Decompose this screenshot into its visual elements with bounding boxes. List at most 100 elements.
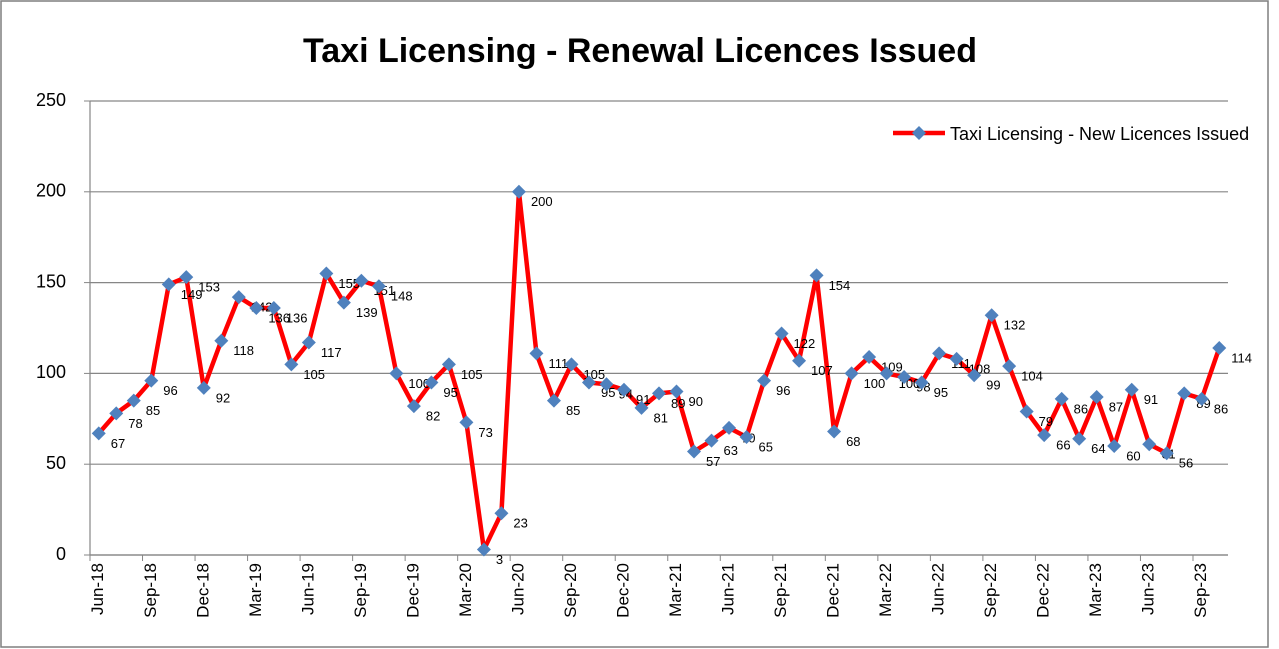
data-point bbox=[1124, 382, 1139, 397]
data-point bbox=[774, 326, 789, 341]
data-label: 107 bbox=[811, 363, 833, 378]
data-point bbox=[336, 295, 351, 310]
data-label: 66 bbox=[1056, 438, 1070, 453]
x-tick-label: Jun-19 bbox=[298, 563, 317, 615]
data-point bbox=[914, 375, 929, 390]
data-label: 132 bbox=[1004, 318, 1026, 333]
data-point bbox=[687, 444, 702, 459]
data-label: 139 bbox=[356, 305, 378, 320]
data-label: 153 bbox=[198, 280, 220, 295]
chart-title: Taxi Licensing - Renewal Licences Issued bbox=[303, 32, 977, 70]
y-tick-label: 200 bbox=[36, 181, 66, 201]
data-point bbox=[1002, 359, 1017, 374]
x-tick-label: Dec-22 bbox=[1034, 563, 1053, 618]
data-label: 86 bbox=[1074, 401, 1088, 416]
legend-marker bbox=[912, 126, 926, 140]
data-point bbox=[1142, 437, 1157, 452]
data-point bbox=[511, 184, 526, 199]
x-tick-label: Dec-20 bbox=[613, 563, 632, 618]
x-tick-label: Mar-22 bbox=[876, 563, 895, 617]
data-point bbox=[704, 433, 719, 448]
y-tick-label: 250 bbox=[36, 90, 66, 110]
data-label: 148 bbox=[391, 289, 413, 304]
data-label: 99 bbox=[986, 378, 1000, 393]
data-label: 64 bbox=[1091, 441, 1105, 456]
data-label: 154 bbox=[829, 278, 851, 293]
data-label: 68 bbox=[846, 434, 860, 449]
data-point bbox=[249, 301, 264, 316]
data-point bbox=[1089, 390, 1104, 405]
data-point bbox=[354, 273, 369, 288]
data-label: 67 bbox=[111, 436, 125, 451]
data-point bbox=[599, 377, 614, 392]
data-point bbox=[967, 368, 982, 383]
data-point bbox=[1037, 428, 1052, 443]
data-point bbox=[161, 277, 176, 292]
data-label: 104 bbox=[1021, 369, 1043, 384]
data-point bbox=[1019, 404, 1034, 419]
data-label: 96 bbox=[163, 383, 177, 398]
data-point bbox=[231, 290, 246, 305]
data-point bbox=[827, 424, 842, 439]
legend-label: Taxi Licensing - New Licences Issued bbox=[950, 124, 1250, 144]
data-label: 105 bbox=[303, 367, 325, 382]
data-point bbox=[757, 373, 772, 388]
data-point bbox=[564, 357, 579, 372]
data-point bbox=[616, 382, 631, 397]
data-label: 117 bbox=[321, 345, 342, 360]
data-label: 91 bbox=[1144, 392, 1158, 407]
data-point bbox=[529, 346, 544, 361]
data-point bbox=[879, 366, 894, 381]
data-label: 95 bbox=[443, 385, 457, 400]
data-point bbox=[1212, 340, 1227, 355]
data-point bbox=[494, 506, 509, 521]
x-tick-label: Sep-23 bbox=[1191, 563, 1210, 618]
data-label: 86 bbox=[1214, 401, 1228, 416]
data-label: 60 bbox=[1126, 448, 1140, 463]
data-point bbox=[214, 333, 229, 348]
data-label: 89 bbox=[671, 396, 685, 411]
data-label: 79 bbox=[1039, 414, 1053, 429]
data-point bbox=[371, 279, 386, 294]
x-tick-label: Jun-22 bbox=[929, 563, 948, 615]
data-point bbox=[319, 266, 334, 281]
data-label: 100 bbox=[408, 376, 430, 391]
data-point bbox=[949, 351, 964, 366]
data-label: 82 bbox=[426, 409, 440, 424]
x-tick-label: Sep-22 bbox=[981, 563, 1000, 618]
x-tick-label: Dec-21 bbox=[824, 563, 843, 618]
x-tick-label: Mar-20 bbox=[456, 563, 475, 617]
data-label: 118 bbox=[233, 343, 254, 358]
data-label: 57 bbox=[706, 454, 720, 469]
data-point bbox=[109, 406, 124, 421]
y-tick-label: 50 bbox=[46, 453, 66, 473]
data-point bbox=[897, 370, 912, 385]
x-tick-label: Jun-21 bbox=[719, 563, 738, 615]
data-label: 149 bbox=[181, 287, 203, 302]
x-tick-label: Sep-18 bbox=[141, 563, 160, 618]
data-label: 122 bbox=[794, 336, 816, 351]
data-point bbox=[441, 357, 456, 372]
x-tick-label: Dec-19 bbox=[403, 563, 422, 618]
data-label: 23 bbox=[513, 516, 527, 531]
data-point bbox=[739, 429, 754, 444]
data-point bbox=[1177, 386, 1192, 401]
data-label: 85 bbox=[146, 403, 160, 418]
data-point bbox=[669, 384, 684, 399]
data-point bbox=[984, 308, 999, 323]
data-point bbox=[809, 268, 824, 283]
x-tick-label: Mar-19 bbox=[246, 563, 265, 617]
data-label: 73 bbox=[478, 425, 492, 440]
data-label: 200 bbox=[531, 194, 553, 209]
data-point bbox=[301, 335, 316, 350]
data-label: 136 bbox=[286, 310, 308, 325]
data-label: 92 bbox=[216, 390, 230, 405]
data-point bbox=[1054, 391, 1069, 406]
x-tick-label: Mar-21 bbox=[666, 563, 685, 617]
x-tick-label: Sep-19 bbox=[351, 563, 370, 618]
data-point bbox=[284, 357, 299, 372]
data-label: 81 bbox=[653, 410, 667, 425]
